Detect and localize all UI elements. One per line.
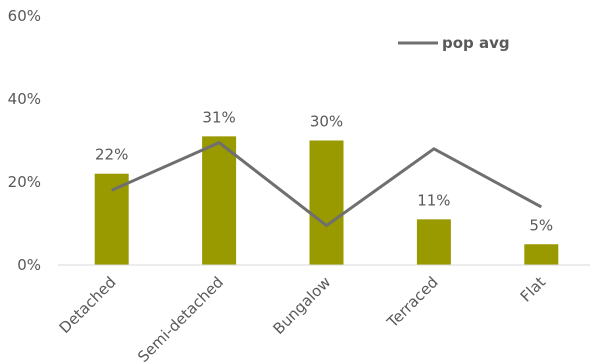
legend: pop avg: [398, 34, 510, 52]
y-tick-label: 20%: [8, 173, 41, 191]
bar: [94, 173, 129, 265]
y-axis-labels: 0% 20% 40% 60%: [8, 7, 41, 274]
category-labels: Detached Semi-detached Bungalow Terraced Fla…: [56, 273, 550, 362]
bar: [524, 244, 559, 265]
bar-data-label: 31%: [202, 108, 235, 126]
bar-data-label: 11%: [417, 191, 450, 209]
category-label: Detached: [56, 273, 120, 337]
category-label: Terraced: [383, 273, 442, 332]
bar-data-label: 5%: [529, 216, 553, 234]
data-labels: 22% 31% 30% 11% 5%: [95, 108, 553, 234]
category-label: Flat: [517, 273, 550, 306]
bar: [416, 219, 451, 265]
avg-line-group: [111, 141, 543, 228]
bars: [94, 136, 559, 265]
bar-data-label: 22%: [95, 146, 128, 164]
category-label: Semi-detached: [134, 273, 227, 362]
y-tick-label: 60%: [8, 7, 41, 25]
bar-data-label: 30%: [310, 113, 343, 131]
category-label: Bungalow: [270, 273, 335, 338]
y-tick-label: 0%: [17, 256, 41, 274]
bar: [202, 136, 237, 265]
pop-avg-line: [111, 141, 543, 228]
bar: [309, 140, 344, 265]
y-tick-label: 40%: [8, 90, 41, 108]
legend-label: pop avg: [442, 34, 510, 52]
